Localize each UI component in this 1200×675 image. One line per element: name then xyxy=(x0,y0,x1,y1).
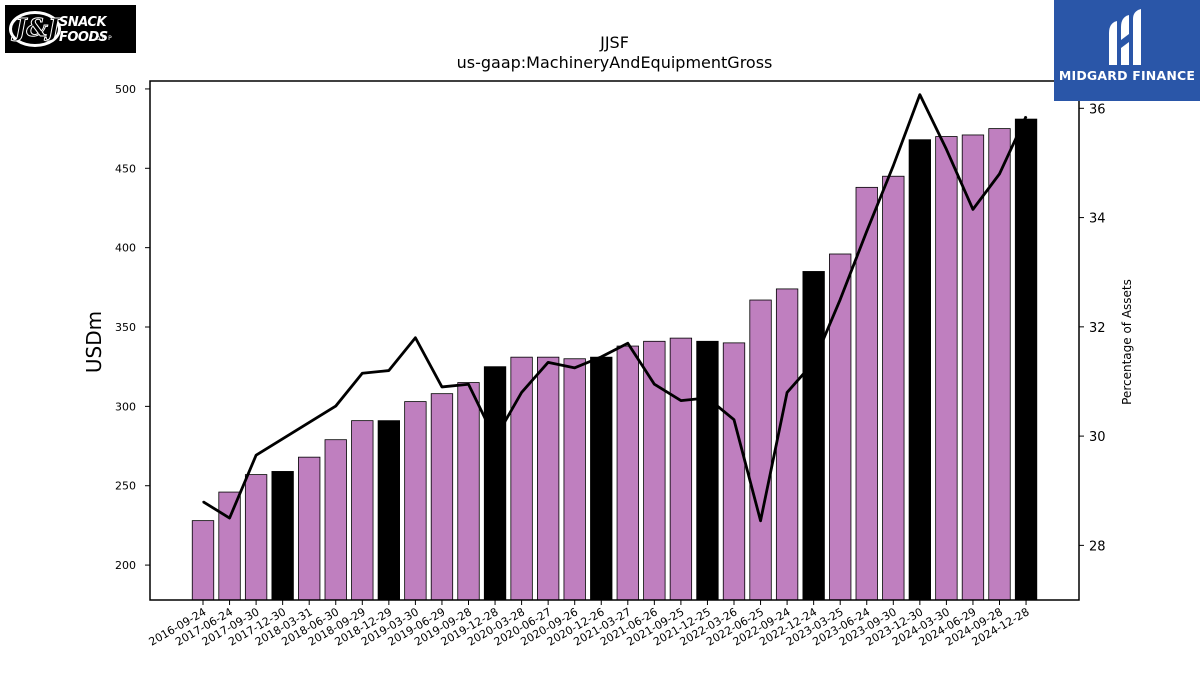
y2-tick-label: 32 xyxy=(1089,321,1106,336)
bar xyxy=(298,456,321,601)
bar xyxy=(483,366,507,601)
line-point xyxy=(202,501,204,503)
x-axis: 2016-09-242017-06-242017-09-302017-12-30… xyxy=(147,600,1032,649)
line-point xyxy=(521,391,523,393)
bar xyxy=(749,299,772,601)
bar xyxy=(563,358,586,601)
y-tick-label: 400 xyxy=(115,242,136,255)
line-series xyxy=(202,93,1028,523)
line-point xyxy=(547,361,549,363)
y-tick-label: 500 xyxy=(115,83,136,96)
bar xyxy=(430,393,454,601)
y2-tick-label: 36 xyxy=(1089,102,1106,117)
y-tick-label: 450 xyxy=(115,162,136,175)
y2-tick-label: 30 xyxy=(1089,430,1106,445)
logo-mark: J&J xyxy=(14,13,60,43)
logo-corp-text: CORP xyxy=(89,35,114,42)
bar xyxy=(404,401,427,601)
line-point xyxy=(441,386,443,388)
y2-axis-label: Percentage of Assets xyxy=(1120,279,1134,405)
y-tick-label: 300 xyxy=(115,400,136,413)
bar xyxy=(696,340,719,601)
bar xyxy=(1014,118,1038,601)
line-point xyxy=(759,520,762,522)
line-point xyxy=(1025,115,1027,118)
bar xyxy=(324,439,347,601)
bar xyxy=(244,474,268,601)
bar xyxy=(802,271,825,601)
line-point xyxy=(998,173,1001,175)
bar xyxy=(457,382,480,601)
midgard-mark-icon xyxy=(1109,9,1141,65)
line-point xyxy=(308,421,310,424)
bar xyxy=(643,340,666,601)
bar xyxy=(377,420,401,601)
bar xyxy=(537,356,560,601)
bar xyxy=(961,134,985,601)
line-point xyxy=(414,337,416,339)
line-point xyxy=(388,369,390,372)
bar xyxy=(722,342,746,601)
line-point xyxy=(733,419,735,421)
line-point xyxy=(467,383,470,385)
bar xyxy=(271,471,294,601)
line-point xyxy=(627,342,629,344)
y2-tick-label: 28 xyxy=(1089,539,1106,554)
line-point xyxy=(706,397,709,399)
bar xyxy=(669,337,693,601)
line-point xyxy=(361,372,363,374)
bar xyxy=(351,420,374,601)
chart-subtitle: us-gaap:MachineryAndEquipmentGross xyxy=(457,53,773,72)
logo-brand-text: SNACK FOODS xyxy=(59,15,108,45)
jj-snack-foods-logo: J&J SNACK FOODS CORP xyxy=(5,5,136,53)
bar xyxy=(775,288,799,601)
y2-tick-label: 34 xyxy=(1089,212,1106,227)
y-tick-label: 350 xyxy=(115,321,136,334)
logo-swoosh-icon xyxy=(9,11,61,47)
midgard-finance-logo: MIDGARD FINANCE xyxy=(1054,0,1200,101)
line-point xyxy=(786,391,788,393)
line-point xyxy=(972,208,974,210)
percentage-line xyxy=(202,93,1028,523)
bar xyxy=(829,253,852,601)
line-point xyxy=(680,399,682,402)
line-point xyxy=(866,230,868,232)
bar xyxy=(191,520,215,601)
y2-axis: 28 30 32 34 36 xyxy=(1079,102,1106,554)
line-point xyxy=(919,94,921,96)
chart-title: JJSF xyxy=(599,33,629,52)
line-point xyxy=(945,148,948,150)
line-point xyxy=(600,356,602,358)
plot-frame xyxy=(149,80,1080,601)
bar xyxy=(988,128,1011,601)
bar xyxy=(908,139,931,601)
line-point xyxy=(839,298,841,301)
bar xyxy=(882,175,905,601)
line-point xyxy=(335,405,337,407)
line-point xyxy=(494,438,496,440)
bar xyxy=(590,356,613,601)
line-point xyxy=(282,438,284,440)
y-axis-label: USDm xyxy=(82,311,106,373)
line-point xyxy=(892,165,894,167)
line-point xyxy=(228,517,231,519)
bar xyxy=(935,136,958,601)
y-tick-label: 250 xyxy=(115,480,136,493)
line-point xyxy=(653,383,655,385)
midgard-finance-name: MIDGARD FINANCE xyxy=(1058,68,1196,83)
line-point xyxy=(574,367,576,369)
bar xyxy=(616,345,639,601)
line-point xyxy=(255,454,257,456)
line-point xyxy=(813,361,815,363)
y-tick-label: 200 xyxy=(115,559,136,572)
bar-series xyxy=(191,118,1038,601)
y-axis: 200 250 300 350 400 450 500 xyxy=(115,83,150,572)
bar xyxy=(218,491,241,601)
